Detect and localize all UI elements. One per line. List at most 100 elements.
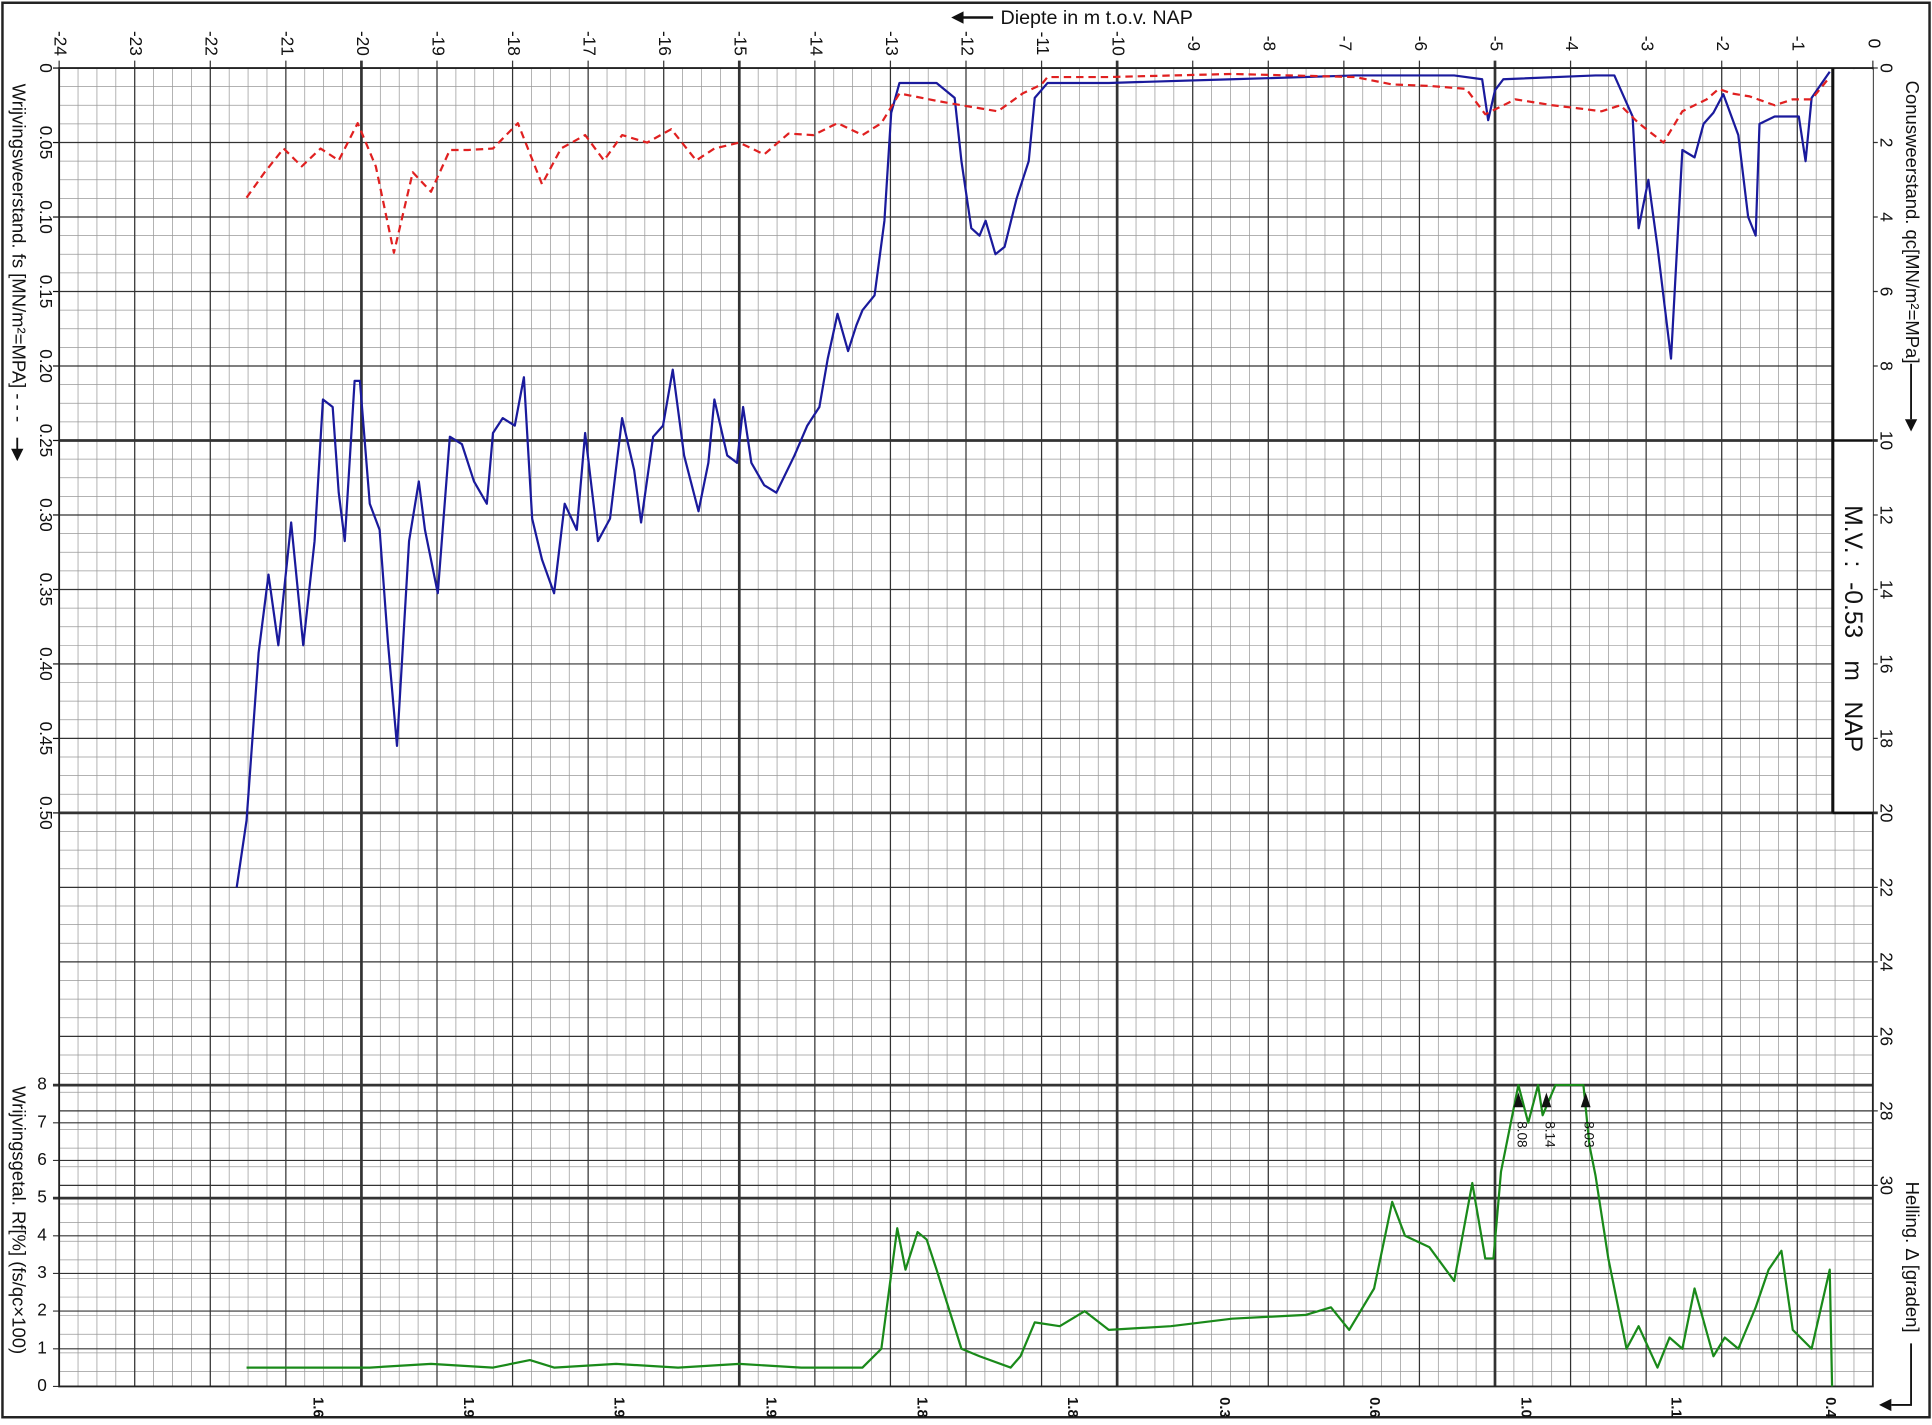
y-tick-label: 28 <box>1877 1101 1897 1120</box>
helling-label: 1.0 <box>1517 1397 1533 1418</box>
y3-tick-label: 5 <box>37 1187 47 1207</box>
x-tick-label: -7 <box>1335 36 1355 51</box>
marks <box>235 71 1834 1387</box>
exceed-arrow <box>1580 1092 1591 1108</box>
y-axis-arrow-head <box>1904 419 1918 432</box>
grid <box>52 60 1878 1388</box>
y3-tick-label: 0 <box>37 1375 47 1395</box>
y-tick-label: 14 <box>1877 580 1897 600</box>
y3-tick-label: 3 <box>37 1262 47 1282</box>
y-tick-label: 12 <box>1877 505 1897 524</box>
helling-label: 1.6 <box>310 1397 326 1418</box>
y-tick-label: 16 <box>1877 654 1897 673</box>
y2-tick-label: 0.45 <box>36 722 56 756</box>
helling-arrow-head <box>1879 1398 1892 1412</box>
y3-tick-label: 6 <box>37 1149 47 1169</box>
x-tick-label: -4 <box>1562 36 1582 52</box>
x-tick-label: -5 <box>1486 36 1506 51</box>
y3-tick-label: 7 <box>37 1111 47 1131</box>
helling-label: 0.6 <box>1366 1397 1382 1418</box>
y2-axis-title: Wrijvingsweerstand. fs [MN/m²=MPA] - - - <box>8 84 29 422</box>
x-tick-label: -10 <box>1109 31 1129 56</box>
x-tick-label: -12 <box>957 31 977 56</box>
x-tick-label: -18 <box>504 31 524 56</box>
y2-tick-label: 0.10 <box>36 200 56 234</box>
y3-axis-title: Wrijvingsgetal. Rf[%] (fs/qc×100) <box>8 1086 29 1354</box>
y3-tick-label: 4 <box>37 1224 47 1244</box>
y-tick-label: 26 <box>1877 1027 1897 1046</box>
exceed-arrow <box>1541 1092 1552 1108</box>
y2-tick-label: 0.25 <box>36 424 56 458</box>
y-tick-label: 0 <box>1877 63 1897 73</box>
x-tick-label: -2 <box>1713 36 1733 51</box>
y-tick-label: 18 <box>1877 729 1897 748</box>
y3-tick-label: 1 <box>37 1337 47 1357</box>
helling-label: 0.3 <box>1216 1397 1232 1418</box>
y3-tick-label: 8 <box>37 1074 47 1094</box>
y2-tick-label: 0 <box>36 63 56 73</box>
y2-tick-label: 0.40 <box>36 647 56 681</box>
x-tick-label: -15 <box>731 31 751 56</box>
mv-label: M.V. : <box>1839 505 1866 567</box>
mv-unit: m NAP <box>1839 660 1866 752</box>
y2-tick-label: 0.30 <box>36 498 56 532</box>
depth-arrow-head <box>951 11 964 24</box>
y3-tick-label: 2 <box>37 1300 47 1320</box>
x-tick-label: -13 <box>882 31 902 56</box>
y-tick-label: 8 <box>1877 361 1897 371</box>
y-tick-label: 24 <box>1877 952 1897 972</box>
y2-tick-label: 0.20 <box>36 349 56 383</box>
x-tick-label: -6 <box>1411 36 1431 51</box>
y-tick-label: 10 <box>1877 431 1897 450</box>
helling-label: 1.8 <box>914 1397 930 1418</box>
exceed-label: 8.08 <box>1514 1121 1529 1147</box>
helling-label: 1.9 <box>460 1397 476 1418</box>
x-tick-label: -9 <box>1184 36 1204 51</box>
y2-tick-label: 0.15 <box>36 275 56 309</box>
x-tick-label: -22 <box>202 31 222 56</box>
x-tick-label: -20 <box>353 31 373 56</box>
x-tick-label: -16 <box>655 31 675 56</box>
x-tick-label: -23 <box>126 31 146 56</box>
helling-label: 0.4 <box>1822 1397 1838 1418</box>
x-tick-label: -11 <box>1033 32 1053 56</box>
exceed-arrow <box>1513 1092 1524 1108</box>
x-tick-label: -14 <box>806 31 826 56</box>
x-axis-title: Diepte in m t.o.v. NAP <box>1001 7 1193 29</box>
y-tick-label: 22 <box>1877 878 1897 897</box>
helling-label: 1.9 <box>762 1397 778 1418</box>
y-tick-label: 2 <box>1877 138 1897 148</box>
y-tick-label: 30 <box>1877 1176 1897 1195</box>
exceed-label: 8.03 <box>1582 1121 1597 1147</box>
y2-tick-label: 0.05 <box>36 126 56 160</box>
x-tick-label: -21 <box>277 31 297 56</box>
x-tick-label: -8 <box>1260 36 1280 51</box>
y-axis-title: Conusweerstand. qc[MN/m²=MPa] <box>1902 81 1923 364</box>
y-tick-label: 6 <box>1877 287 1897 297</box>
helling-label: 1.1 <box>1668 1397 1684 1418</box>
mv-value: -0.53 <box>1839 582 1866 638</box>
y2-axis-arrow-head <box>11 448 24 462</box>
mv-text: M.V. : -0.53 m NAP <box>1839 505 1866 752</box>
y2-tick-label: 0.50 <box>36 796 56 830</box>
helling-label: 1.8 <box>1064 1397 1080 1418</box>
y-tick-label: 4 <box>1877 212 1897 222</box>
x-tick-label: 0 <box>1864 39 1884 49</box>
x-tick-label: -19 <box>428 31 448 56</box>
x-tick-label: -17 <box>580 31 600 56</box>
y-tick-label: 20 <box>1877 803 1897 822</box>
series-line <box>246 1083 1834 1387</box>
helling-label: 1.9 <box>610 1397 626 1418</box>
series-line <box>235 71 1831 888</box>
x-tick-label: -1 <box>1789 36 1809 51</box>
x-tick-label: -24 <box>51 31 71 56</box>
helling-title: Helling. Δ [graden] <box>1902 1182 1923 1333</box>
x-tick-label: -3 <box>1638 36 1658 51</box>
y2-tick-label: 0.35 <box>36 573 56 607</box>
series-line <box>245 72 1831 254</box>
helling-arrow <box>1891 1343 1912 1406</box>
exceed-label: 8.14 <box>1542 1121 1557 1148</box>
